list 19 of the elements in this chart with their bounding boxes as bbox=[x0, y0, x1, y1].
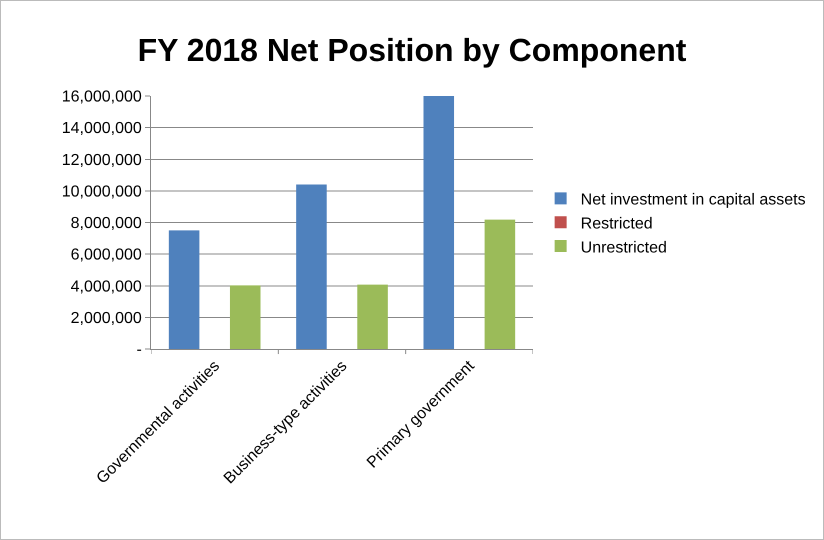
bar bbox=[357, 284, 388, 349]
y-tick-label: 8,000,000 bbox=[70, 215, 142, 232]
y-tick-label: - bbox=[136, 342, 142, 359]
legend-label: Restricted bbox=[580, 215, 653, 232]
bar bbox=[230, 285, 261, 349]
y-tick-label: 10,000,000 bbox=[62, 183, 142, 200]
bar bbox=[423, 96, 454, 349]
y-tick-label: 12,000,000 bbox=[62, 152, 142, 169]
bar bbox=[484, 220, 516, 349]
bar bbox=[168, 230, 200, 349]
legend-label: Unrestricted bbox=[580, 239, 667, 256]
chart-title: FY 2018 Net Position by Component bbox=[138, 32, 687, 68]
legend-label: Net investment in capital assets bbox=[580, 192, 806, 209]
y-tick-label: 4,000,000 bbox=[70, 278, 142, 296]
y-tick-label: 6,000,000 bbox=[70, 246, 142, 264]
bar bbox=[296, 184, 327, 349]
y-tick-label: 14,000,000 bbox=[62, 120, 142, 138]
y-tick-label: 2,000,000 bbox=[70, 310, 142, 327]
y-tick-label: 16,000,000 bbox=[62, 88, 142, 106]
